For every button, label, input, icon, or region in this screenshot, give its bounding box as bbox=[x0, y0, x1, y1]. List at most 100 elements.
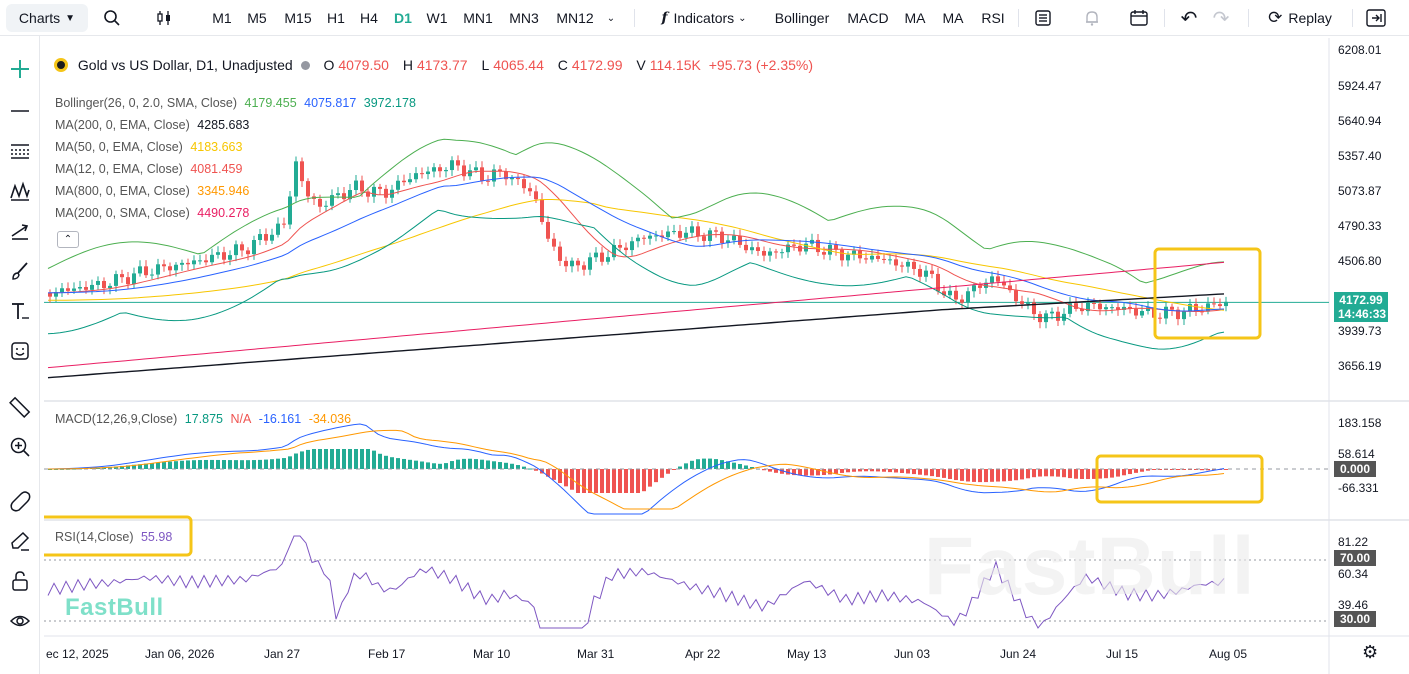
macd-histogram-bar bbox=[1122, 469, 1126, 476]
macd-histogram-bar bbox=[1086, 469, 1090, 480]
layout-template-icon[interactable] bbox=[1030, 0, 1056, 36]
replay-button[interactable]: ⟳ Replay bbox=[1260, 0, 1340, 36]
macd-histogram-bar bbox=[342, 449, 346, 469]
price-axis-label: 5640.94 bbox=[1338, 114, 1382, 128]
candle-body bbox=[180, 262, 184, 265]
ruler-icon[interactable] bbox=[4, 392, 36, 422]
macd-quick-button[interactable]: MACD bbox=[846, 0, 890, 36]
eraser-drawings-icon[interactable] bbox=[4, 526, 36, 556]
search-icon[interactable] bbox=[98, 0, 126, 36]
timeframe-m5[interactable]: M5 bbox=[245, 0, 269, 36]
macd-signal-line bbox=[48, 429, 1225, 510]
timeframe-label: W1 bbox=[426, 10, 448, 26]
ma-quick-button[interactable]: MA bbox=[903, 0, 927, 36]
chart-area[interactable]: 6208.01 5924.47 5640.94 5357.40 5073.87 4790.… bbox=[44, 38, 1409, 674]
candle-body bbox=[930, 270, 934, 274]
bollinger-upper-line bbox=[47, 138, 1225, 284]
candle-body bbox=[846, 254, 850, 261]
undo-icon[interactable]: ↶ bbox=[1180, 7, 1198, 30]
macd-histogram-bar bbox=[180, 460, 184, 469]
candle-body bbox=[1104, 307, 1108, 310]
ma-quick-button-2[interactable]: MA bbox=[941, 0, 965, 36]
macd-histogram-bar bbox=[138, 464, 142, 469]
rsi-quick-button[interactable]: RSI bbox=[980, 0, 1006, 36]
candle-body bbox=[1194, 303, 1198, 312]
candle-body bbox=[438, 167, 442, 172]
macd-histogram-bar bbox=[378, 453, 382, 469]
macd-histogram-bar bbox=[366, 449, 370, 469]
indicator-legend-ma-200-ema[interactable]: MA(200, 0, EMA, Close) 4285.683 bbox=[55, 118, 253, 132]
gold-coin-icon bbox=[54, 58, 68, 72]
close-value: 4172.99 bbox=[571, 57, 623, 73]
candle-body bbox=[792, 244, 796, 246]
calendar-icon[interactable] bbox=[1126, 0, 1152, 36]
macd-histogram-bar bbox=[1008, 469, 1012, 481]
indicator-legend-ma-200-sma[interactable]: MA(200, 0, SMA, Close) 4490.278 bbox=[55, 206, 253, 220]
fullscreen-exit-icon[interactable] bbox=[1362, 0, 1390, 36]
chart-canvas[interactable]: 6208.01 5924.47 5640.94 5357.40 5073.87 4790.… bbox=[44, 38, 1409, 674]
indicators-button[interactable]: f Indicators ⌄ bbox=[652, 0, 756, 36]
bar-countdown: 14:46:33 bbox=[1338, 307, 1387, 321]
text-tool-icon[interactable] bbox=[4, 296, 36, 326]
magnet-icon[interactable] bbox=[4, 486, 36, 516]
macd-histogram-bar bbox=[1134, 469, 1138, 473]
timeframe-mn12[interactable]: MN12 bbox=[555, 0, 595, 36]
horizontal-lines-icon[interactable] bbox=[4, 136, 36, 166]
alert-add-icon[interactable] bbox=[1079, 0, 1105, 36]
date-axis-label: Aug 05 bbox=[1209, 647, 1247, 661]
timeframe-mn1[interactable]: MN1 bbox=[462, 0, 494, 36]
timeframe-h4[interactable]: H4 bbox=[358, 0, 380, 36]
brush-icon[interactable] bbox=[4, 256, 36, 286]
chart-settings-gear-icon[interactable]: ⚙ bbox=[1362, 642, 1379, 662]
candle-body bbox=[132, 273, 136, 285]
candlestick-type-icon[interactable] bbox=[150, 0, 178, 36]
macd-legend[interactable]: MACD(12,26,9,Close) 17.875 N/A -16.161 -… bbox=[55, 412, 355, 426]
macd-histogram-bar bbox=[1146, 469, 1150, 471]
candle-body bbox=[192, 260, 196, 265]
candle-body bbox=[474, 167, 478, 171]
indicator-legend-ma-800-ema[interactable]: MA(800, 0, EMA, Close) 3345.946 bbox=[55, 184, 253, 198]
rsi-legend[interactable]: RSI(14,Close) 55.98 bbox=[55, 530, 176, 544]
candle-body bbox=[1164, 306, 1168, 319]
timeframe-mn3[interactable]: MN3 bbox=[507, 0, 541, 36]
collapse-legend-button[interactable]: ⌃ bbox=[57, 231, 79, 248]
timeframe-m1[interactable]: M1 bbox=[210, 0, 234, 36]
pattern-icon[interactable] bbox=[4, 176, 36, 206]
macd-histogram-bar bbox=[1062, 469, 1066, 478]
candle-body bbox=[114, 274, 118, 286]
eye-visibility-icon[interactable] bbox=[4, 606, 36, 636]
candle-body bbox=[558, 246, 562, 261]
timeframe-h1[interactable]: H1 bbox=[326, 0, 346, 36]
projection-icon[interactable] bbox=[4, 216, 36, 246]
timeframe-m15[interactable]: M15 bbox=[283, 0, 313, 36]
indicator-legend-ma-50-ema[interactable]: MA(50, 0, EMA, Close) 4183.663 bbox=[55, 140, 246, 154]
candle-body bbox=[606, 257, 610, 262]
lock-icon[interactable] bbox=[4, 566, 36, 596]
macd-histogram-bar bbox=[804, 469, 808, 476]
candle-body bbox=[426, 171, 430, 175]
zoom-in-icon[interactable] bbox=[4, 432, 36, 462]
macd-histogram-bar bbox=[990, 469, 994, 482]
charts-menu-button[interactable]: Charts ▼ bbox=[6, 4, 88, 32]
timeframe-more-chevron-icon[interactable]: ⌄ bbox=[606, 12, 616, 24]
timeframe-w1[interactable]: W1 bbox=[426, 0, 448, 36]
indicator-value: 4075.817 bbox=[304, 96, 357, 110]
candle-body bbox=[528, 188, 532, 192]
bollinger-quick-button[interactable]: Bollinger bbox=[772, 0, 832, 36]
indicator-legend-ma-12-ema[interactable]: MA(12, 0, EMA, Close) 4081.459 bbox=[55, 162, 246, 176]
fastbull-watermark: FastBull bbox=[924, 521, 1256, 612]
macd-histogram-bar bbox=[792, 469, 796, 476]
emoji-icon[interactable] bbox=[4, 336, 36, 366]
indicator-legend-bollinger[interactable]: Bollinger(26, 0, 2.0, SMA, Close) 4179.4… bbox=[55, 96, 420, 110]
crosshair-icon[interactable] bbox=[4, 54, 36, 84]
timeframe-d1[interactable]: D1 bbox=[393, 0, 413, 36]
candle-body bbox=[654, 235, 658, 237]
trend-line-icon[interactable] bbox=[4, 96, 36, 126]
macd-histogram-bar bbox=[132, 464, 136, 469]
candle-body bbox=[204, 260, 208, 263]
date-axis-label: Mar 10 bbox=[473, 647, 511, 661]
candle-body bbox=[228, 255, 232, 260]
macd-histogram-bar bbox=[624, 469, 628, 493]
redo-icon[interactable]: ↷ bbox=[1212, 7, 1230, 30]
indicator-value: 4490.278 bbox=[197, 206, 250, 220]
